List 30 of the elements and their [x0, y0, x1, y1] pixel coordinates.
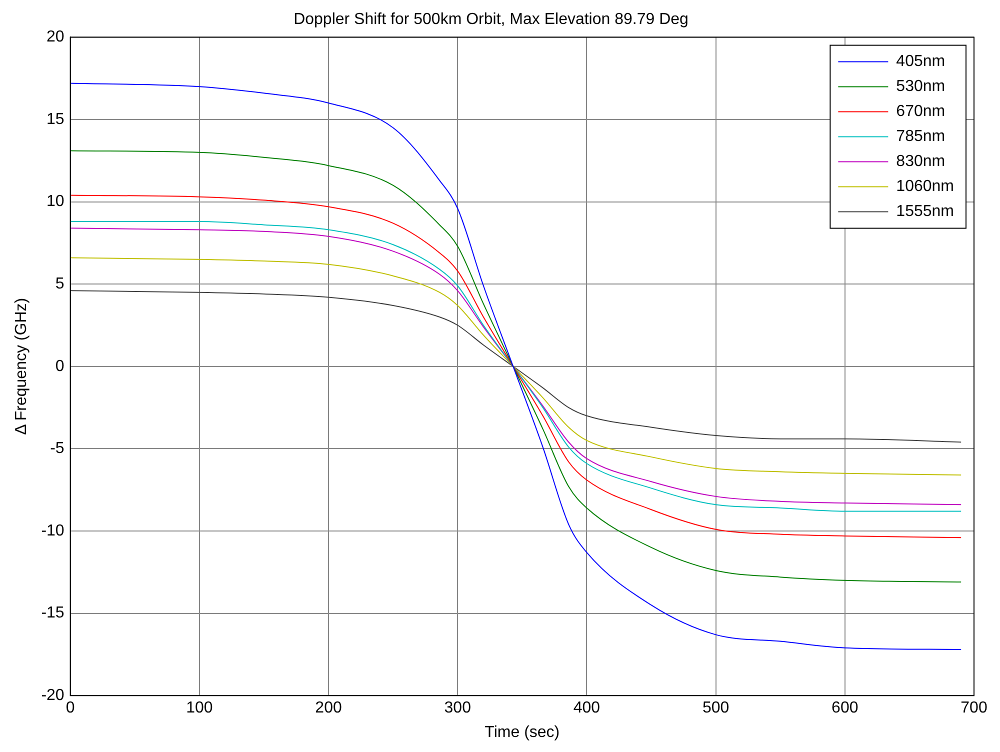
- x-tick-label: 600: [832, 700, 858, 717]
- x-tick-label: 500: [702, 700, 730, 717]
- y-tick-label: 15: [46, 110, 64, 128]
- x-tick-label: 300: [444, 700, 472, 717]
- legend-label: 1060nm: [896, 178, 954, 196]
- y-tick-label: 20: [46, 28, 64, 46]
- y-tick-label: -20: [41, 687, 64, 704]
- y-tick-label: -5: [50, 440, 64, 458]
- legend-label: 670nm: [896, 103, 946, 120]
- line-series: [70, 257, 962, 476]
- legend-label: 785nm: [896, 128, 946, 146]
- y-axis-title: Δ Frequency (GHz): [13, 298, 30, 435]
- y-tick-label: 10: [46, 193, 64, 210]
- legend-label: 1555nm: [896, 203, 954, 220]
- x-tick-label: 200: [315, 700, 342, 717]
- y-tick-label: -15: [41, 604, 64, 622]
- line-series: [70, 194, 962, 538]
- legend-label: 530nm: [896, 78, 946, 96]
- y-tick-label: -10: [41, 522, 64, 540]
- legend-label: 405nm: [896, 53, 946, 70]
- y-tick-label: 5: [55, 276, 64, 293]
- legend-label: 830nm: [896, 153, 946, 170]
- chart-title: Doppler Shift for 500km Orbit, Max Elevation 89.79 Deg: [294, 11, 688, 28]
- y-tick-label: 0: [55, 358, 64, 375]
- x-axis-title: Time (sec): [484, 724, 560, 741]
- line-series: [70, 290, 962, 443]
- x-tick-label: 100: [186, 700, 213, 717]
- x-tick-label: 700: [960, 700, 988, 717]
- line-series: [70, 150, 962, 583]
- x-tick-label: 400: [573, 700, 600, 717]
